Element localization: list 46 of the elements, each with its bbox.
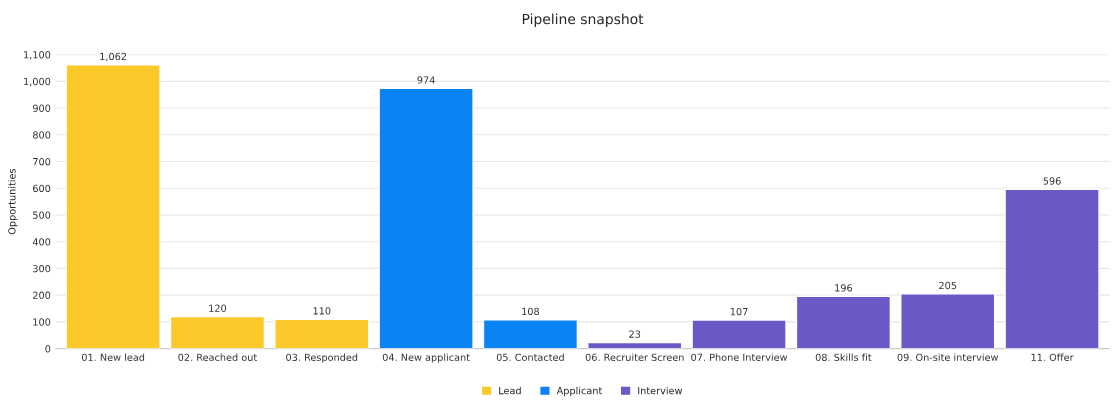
chart-title: Pipeline snapshot	[522, 13, 644, 27]
data-label: 107	[730, 307, 748, 316]
y-tick-label: 700	[33, 157, 51, 166]
bar	[169, 315, 266, 349]
data-label: 23	[629, 330, 641, 338]
bar	[691, 319, 787, 349]
y-tick-label: 500	[33, 211, 51, 219]
y-tick-label: 1,000	[24, 77, 51, 87]
bar	[900, 293, 996, 349]
y-tick-label: 100	[33, 318, 51, 326]
data-label: 1,062	[100, 52, 127, 62]
data-label: 110	[313, 307, 331, 315]
x-tick-label: 02. Reached out	[178, 353, 257, 361]
y-tick-label: 1,100	[24, 51, 51, 60]
bar	[795, 295, 892, 349]
data-label: 120	[209, 304, 227, 312]
x-tick-label: 03. Responded	[286, 353, 358, 363]
y-tick-label: 600	[33, 184, 51, 193]
data-label: 108	[522, 307, 540, 316]
bar	[482, 319, 579, 349]
data-label: 205	[939, 281, 957, 290]
x-tick-label: 06. Recruiter Screen	[585, 353, 684, 361]
x-tick-label: 11. Offer	[1031, 353, 1074, 361]
y-tick-label: 900	[32, 104, 51, 112]
y-tick-label: 200	[33, 291, 51, 299]
x-tick-label: 07. Phone Interview	[691, 353, 788, 361]
y-tick-label: 800	[32, 131, 51, 139]
bar	[378, 87, 474, 349]
data-label: 196	[835, 284, 853, 292]
x-tick-label: 08. Skills fit	[815, 353, 872, 361]
x-tick-label: 04. New applicant	[382, 353, 470, 363]
x-tick-label: 05. Contacted	[496, 353, 564, 361]
bar	[274, 318, 370, 349]
legend-label: Lead	[499, 386, 521, 395]
legend-label: Applicant	[556, 386, 603, 397]
legend-label: Interview	[638, 386, 683, 395]
data-label: 596	[1043, 177, 1061, 185]
data-label: 974	[417, 76, 435, 84]
bar	[65, 64, 161, 349]
y-tick-label: 0	[45, 345, 51, 353]
x-tick-label: 01. New lead	[81, 353, 145, 361]
x-tick-label: 09. On-site interview	[897, 353, 999, 361]
y-axis-title: Opportunities	[8, 168, 18, 235]
y-tick-label: 400	[32, 238, 51, 246]
y-tick-label: 300	[33, 264, 51, 273]
bar	[1004, 188, 1100, 349]
